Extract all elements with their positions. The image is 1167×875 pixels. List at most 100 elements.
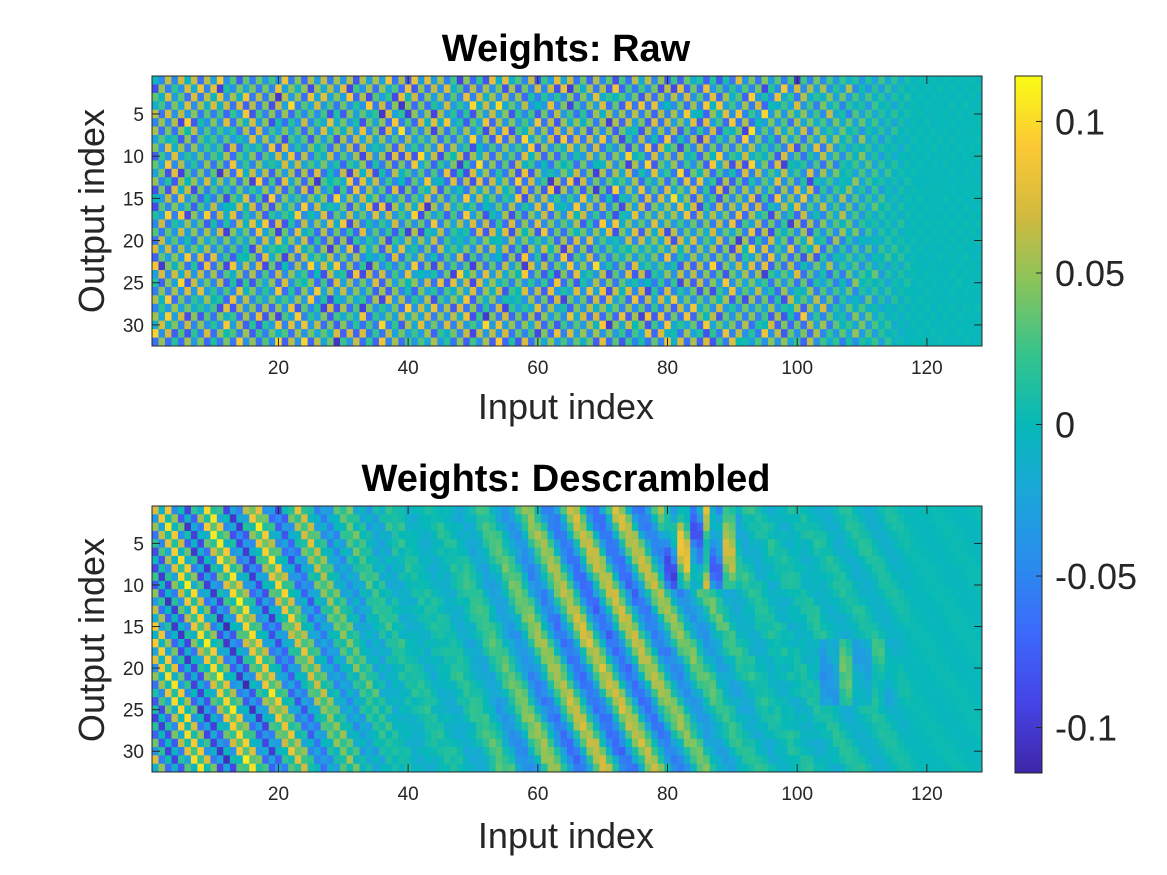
heatmap-cell: [858, 539, 866, 548]
heatmap-cell: [865, 547, 873, 557]
heatmap-cell: [359, 177, 367, 187]
heatmap-cell: [949, 244, 957, 254]
heatmap-cell: [664, 109, 672, 119]
heatmap-cell: [722, 244, 730, 254]
heatmap-cell: [865, 270, 873, 279]
heatmap-cell: [171, 143, 179, 153]
heatmap-cell: [430, 135, 438, 144]
heatmap-cell: [625, 227, 633, 237]
heatmap-cell: [372, 244, 380, 254]
heatmap-cell: [664, 160, 672, 170]
heatmap-cell: [197, 177, 205, 187]
heatmap-cell: [184, 219, 192, 229]
heatmap-cell: [638, 270, 646, 279]
heatmap-cell: [832, 135, 840, 144]
heatmap-cell: [327, 194, 334, 203]
heatmap-cell: [554, 506, 561, 515]
heatmap-cell: [865, 219, 873, 229]
heatmap-cell: [340, 295, 347, 305]
heatmap-cell: [826, 194, 834, 203]
heatmap-cell: [722, 109, 730, 119]
heatmap-cell: [612, 295, 620, 305]
heatmap-cell: [398, 312, 406, 322]
heatmap-cell: [755, 109, 762, 119]
heatmap-cell: [152, 295, 159, 305]
heatmap-cell: [353, 126, 360, 136]
heatmap-cell: [612, 143, 620, 153]
heatmap-cell: [716, 506, 724, 515]
heatmap-cell: [677, 143, 685, 153]
heatmap-cell: [806, 337, 814, 347]
heatmap-cell: [307, 303, 315, 313]
heatmap-cell: [450, 109, 458, 119]
heatmap-cell: [586, 261, 594, 271]
heatmap-cell: [242, 547, 250, 557]
heatmap-cell: [865, 286, 873, 296]
heatmap-cell: [813, 286, 821, 296]
heatmap-cell: [677, 555, 685, 565]
heatmap-cell: [404, 118, 412, 128]
heatmap-cell: [703, 101, 711, 111]
heatmap-cell: [592, 168, 600, 178]
heatmap-cell: [281, 295, 289, 305]
heatmap-cell: [236, 135, 244, 144]
heatmap-cell: [203, 244, 211, 254]
heatmap-cell: [579, 109, 587, 119]
heatmap-cell: [359, 303, 367, 313]
heatmap-cell: [780, 168, 788, 178]
heatmap-cell: [333, 253, 341, 263]
heatmap-cell: [482, 506, 490, 515]
heatmap-cell: [904, 270, 912, 279]
heatmap-cell: [262, 202, 270, 212]
heatmap-cell: [800, 76, 808, 85]
heatmap-cell: [716, 253, 724, 263]
heatmap-cell: [353, 109, 360, 119]
heatmap-cell: [742, 219, 749, 229]
heatmap-cell: [800, 547, 808, 557]
heatmap-cell: [644, 530, 652, 540]
heatmap-cell: [657, 92, 665, 102]
heatmap-cell: [787, 118, 795, 128]
heatmap-cell: [735, 270, 743, 279]
heatmap-cell: [307, 295, 315, 305]
heatmap-cell: [333, 303, 341, 313]
heatmap-cell: [495, 312, 503, 322]
heatmap-cell: [333, 101, 341, 111]
heatmap-cell: [177, 244, 185, 254]
heatmap-cell: [275, 101, 283, 111]
heatmap-cell: [463, 76, 471, 85]
heatmap-cell: [534, 168, 542, 178]
heatmap-cell: [210, 320, 218, 330]
heatmap-cell: [573, 295, 581, 305]
heatmap-cell: [930, 76, 938, 85]
heatmap-cell: [554, 337, 561, 347]
heatmap-cell: [333, 92, 341, 102]
heatmap-cell: [489, 295, 497, 305]
heatmap-cell: [502, 185, 510, 195]
heatmap-cell: [768, 236, 775, 246]
heatmap-cell: [489, 320, 497, 330]
heatmap-cell: [592, 261, 600, 271]
heatmap-cell: [268, 244, 276, 254]
heatmap-cell: [521, 143, 529, 153]
heatmap-cell: [618, 202, 626, 212]
heatmap-cell: [664, 303, 672, 313]
heatmap-cell: [949, 337, 957, 347]
heatmap-cell: [262, 337, 270, 347]
heatmap-cell: [365, 261, 373, 271]
heatmap-cell: [599, 295, 607, 305]
heatmap-cell: [177, 547, 185, 557]
heatmap-cell: [346, 547, 354, 557]
heatmap-cell: [897, 92, 905, 102]
heatmap-cell: [365, 514, 373, 524]
heatmap-cell: [275, 295, 283, 305]
heatmap-cell: [599, 530, 607, 540]
heatmap-cell: [521, 253, 529, 263]
heatmap-cell: [742, 202, 749, 212]
heatmap-cell: [171, 539, 179, 548]
heatmap-cell: [696, 320, 704, 330]
heatmap-cell: [424, 312, 432, 322]
heatmap-cell: [307, 270, 315, 279]
heatmap-cell: [826, 244, 834, 254]
heatmap-cell: [858, 219, 866, 229]
